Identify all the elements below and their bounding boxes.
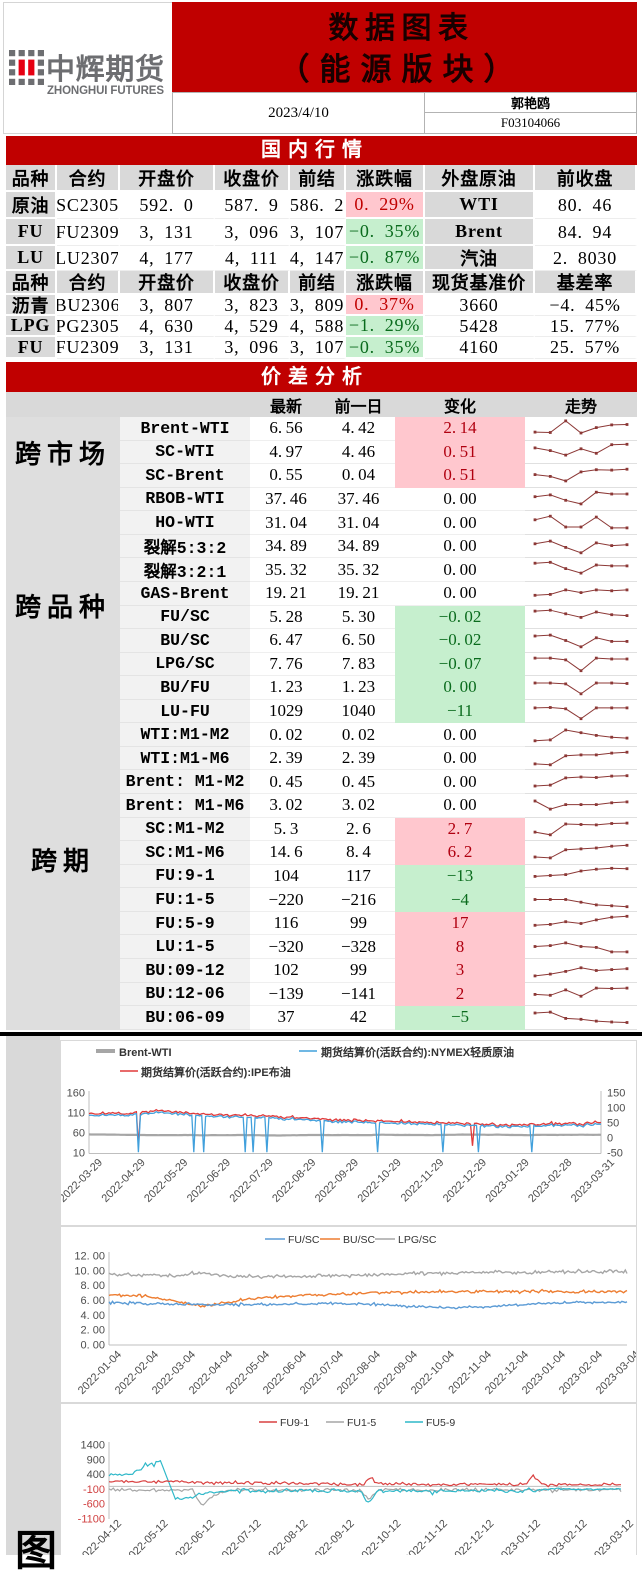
svg-text:2022-12-12: 2022-12-12	[448, 1518, 496, 1555]
svg-text:2022-07-29: 2022-07-29	[228, 1157, 276, 1205]
svg-text:8. 00: 8. 00	[81, 1280, 105, 1292]
svg-text:110: 110	[67, 1108, 85, 1120]
svg-text:FU1-5: FU1-5	[347, 1417, 376, 1429]
svg-text:10: 10	[73, 1148, 85, 1160]
svg-text:150: 150	[607, 1088, 625, 1100]
svg-text:-600: -600	[83, 1499, 105, 1511]
svg-text:2022-04-29: 2022-04-29	[100, 1157, 148, 1205]
svg-text:2022-10-29: 2022-10-29	[356, 1157, 404, 1205]
svg-text:2023-02-12: 2023-02-12	[541, 1518, 589, 1555]
svg-text:2022-05-29: 2022-05-29	[142, 1157, 190, 1205]
svg-text:中辉期货: 中辉期货	[46, 52, 164, 86]
svg-text:ZHONGHUI FUTURES: ZHONGHUI FUTURES	[47, 85, 164, 97]
svg-text:LPG/SC: LPG/SC	[398, 1234, 437, 1246]
svg-text:FU5-9: FU5-9	[426, 1417, 455, 1429]
svg-text:FU/SC: FU/SC	[288, 1234, 320, 1246]
svg-text:0: 0	[607, 1133, 613, 1145]
svg-text:2022-06-12: 2022-06-12	[169, 1518, 217, 1555]
svg-text:2022-09-12: 2022-09-12	[309, 1518, 357, 1555]
svg-text:4. 00: 4. 00	[81, 1310, 105, 1322]
svg-text:-50: -50	[607, 1148, 623, 1160]
svg-text:期货结算价(活跃合约):NYMEX轻质原油: 期货结算价(活跃合约):NYMEX轻质原油	[321, 1045, 514, 1059]
svg-text:2022-09-29: 2022-09-29	[313, 1157, 361, 1205]
svg-text:期货结算价(活跃合约):IPE布油: 期货结算价(活跃合约):IPE布油	[141, 1065, 291, 1079]
svg-text:400: 400	[87, 1469, 105, 1481]
svg-text:1400: 1400	[81, 1440, 105, 1452]
svg-text:2022-07-12: 2022-07-12	[215, 1518, 263, 1555]
svg-text:BU/SC: BU/SC	[343, 1234, 376, 1246]
svg-text:12. 00: 12. 00	[74, 1251, 105, 1263]
svg-text:2022-08-29: 2022-08-29	[270, 1157, 318, 1205]
svg-text:Brent-WTI: Brent-WTI	[119, 1047, 172, 1059]
svg-text:2022-12-29: 2022-12-29	[441, 1157, 489, 1205]
svg-text:2023-03-31: 2023-03-31	[569, 1157, 617, 1205]
svg-text:-100: -100	[83, 1484, 105, 1496]
svg-text:2022-11-12: 2022-11-12	[402, 1518, 450, 1555]
svg-text:6. 00: 6. 00	[81, 1295, 105, 1307]
svg-text:FU9-1: FU9-1	[280, 1417, 309, 1429]
svg-text:2022-03-29: 2022-03-29	[61, 1157, 105, 1205]
svg-text:100: 100	[607, 1103, 625, 1115]
svg-text:0. 00: 0. 00	[81, 1340, 105, 1352]
svg-text:-1100: -1100	[78, 1514, 105, 1526]
svg-text:2023-01-29: 2023-01-29	[484, 1157, 532, 1205]
svg-text:2023-02-28: 2023-02-28	[526, 1157, 574, 1205]
svg-text:2023-03-12: 2023-03-12	[588, 1518, 636, 1555]
svg-text:2. 00: 2. 00	[81, 1325, 105, 1337]
svg-text:2022-08-12: 2022-08-12	[262, 1518, 310, 1555]
svg-text:2023-01-12: 2023-01-12	[495, 1518, 543, 1555]
svg-text:10. 00: 10. 00	[74, 1265, 105, 1277]
svg-text:160: 160	[67, 1088, 85, 1100]
svg-text:2022-06-29: 2022-06-29	[185, 1157, 233, 1205]
svg-text:60: 60	[73, 1128, 85, 1140]
svg-text:50: 50	[607, 1118, 619, 1130]
svg-text:2022-11-29: 2022-11-29	[399, 1157, 447, 1205]
svg-text:2022-05-12: 2022-05-12	[122, 1518, 170, 1555]
svg-text:2022-10-12: 2022-10-12	[355, 1518, 403, 1555]
svg-text:900: 900	[87, 1454, 105, 1466]
